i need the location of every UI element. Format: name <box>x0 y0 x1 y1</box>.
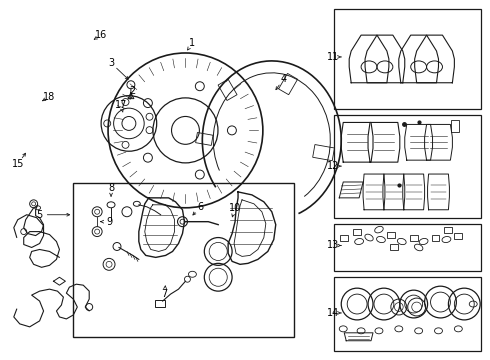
Bar <box>279 73 297 95</box>
Bar <box>155 300 165 307</box>
Bar <box>196 132 213 145</box>
Bar <box>410 235 417 240</box>
Text: 9: 9 <box>106 217 112 227</box>
Text: 17: 17 <box>115 100 127 109</box>
Bar <box>454 233 462 239</box>
Text: 2: 2 <box>130 86 136 96</box>
Text: 11: 11 <box>327 52 340 62</box>
Bar <box>334 224 481 271</box>
Text: 15: 15 <box>12 159 24 169</box>
Text: 16: 16 <box>95 30 107 40</box>
Text: 1: 1 <box>189 38 196 48</box>
Text: 4: 4 <box>281 74 287 84</box>
Text: 3: 3 <box>108 58 114 68</box>
Bar <box>334 9 481 109</box>
Bar <box>387 231 395 238</box>
Bar <box>74 183 294 337</box>
Text: 6: 6 <box>197 202 203 212</box>
Text: 7: 7 <box>162 289 168 299</box>
Bar <box>353 229 361 235</box>
Bar <box>432 235 440 240</box>
Text: 5: 5 <box>36 210 43 220</box>
Bar <box>340 235 348 240</box>
Bar <box>313 145 335 161</box>
Text: 12: 12 <box>327 161 340 171</box>
Bar <box>334 114 481 218</box>
Text: 13: 13 <box>327 240 340 251</box>
Text: 18: 18 <box>44 92 56 102</box>
Text: 14: 14 <box>327 308 340 318</box>
Bar <box>451 121 459 132</box>
Bar <box>334 277 481 351</box>
Text: 10: 10 <box>229 203 241 213</box>
Text: 8: 8 <box>108 183 114 193</box>
Bar <box>390 244 398 251</box>
Bar <box>444 227 452 233</box>
Bar <box>218 79 237 100</box>
